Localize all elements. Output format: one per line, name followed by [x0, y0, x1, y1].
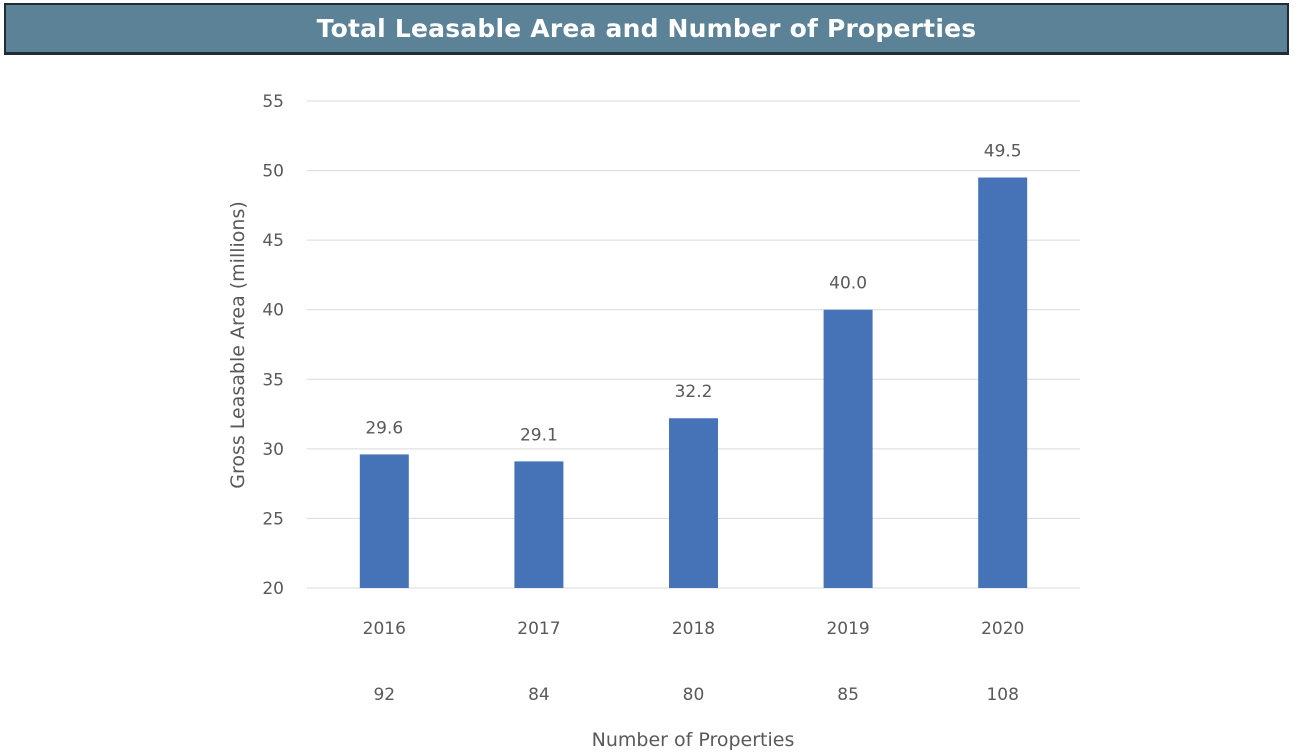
y-tick-label: 25: [262, 509, 284, 529]
data-label: 40.0: [829, 274, 867, 294]
bar: [514, 461, 564, 588]
y-axis-ticks: 20 25 30 35 40 45 50 55: [262, 92, 284, 599]
bar: [823, 309, 873, 588]
chart-title: Total Leasable Area and Number of Proper…: [316, 14, 977, 43]
x-axis-title: Number of Properties: [592, 729, 795, 751]
x-tick-label: 2018: [672, 619, 715, 639]
y-tick-label: 20: [262, 579, 284, 599]
property-count-label: 92: [373, 685, 395, 705]
bar: [359, 454, 409, 588]
property-count-label: 80: [683, 685, 705, 705]
x-tick-label: 2017: [517, 619, 560, 639]
y-tick-label: 50: [262, 162, 284, 182]
property-count-label: 84: [528, 685, 550, 705]
data-label: 29.1: [520, 425, 558, 445]
x-tick-label: 2019: [826, 619, 869, 639]
x-tick-label: 2016: [363, 619, 406, 639]
bar: [669, 418, 718, 588]
y-tick-label: 30: [262, 440, 284, 460]
property-count-label: 108: [986, 685, 1018, 705]
x-tick-label: 2020: [981, 619, 1024, 639]
y-tick-label: 55: [262, 92, 284, 112]
data-label: 32.2: [675, 382, 713, 402]
y-axis-title: Gross Leasable Area (millions): [227, 201, 249, 489]
data-label: 29.6: [365, 418, 403, 438]
bar: [978, 177, 1028, 588]
property-count-label: 85: [837, 685, 859, 705]
y-tick-label: 45: [262, 231, 284, 251]
chart-title-bar: Total Leasable Area and Number of Proper…: [4, 3, 1289, 55]
y-tick-label: 35: [262, 370, 284, 390]
data-labels: 29.6 29.1 32.2 40.0 49.5: [365, 142, 1021, 446]
x-axis-ticks: 2016 2017 2018 2019 2020: [363, 619, 1025, 639]
bars: [359, 177, 1028, 588]
y-tick-label: 40: [262, 301, 284, 321]
property-counts: 92 84 80 85 108: [373, 685, 1018, 705]
data-label: 49.5: [984, 142, 1022, 162]
